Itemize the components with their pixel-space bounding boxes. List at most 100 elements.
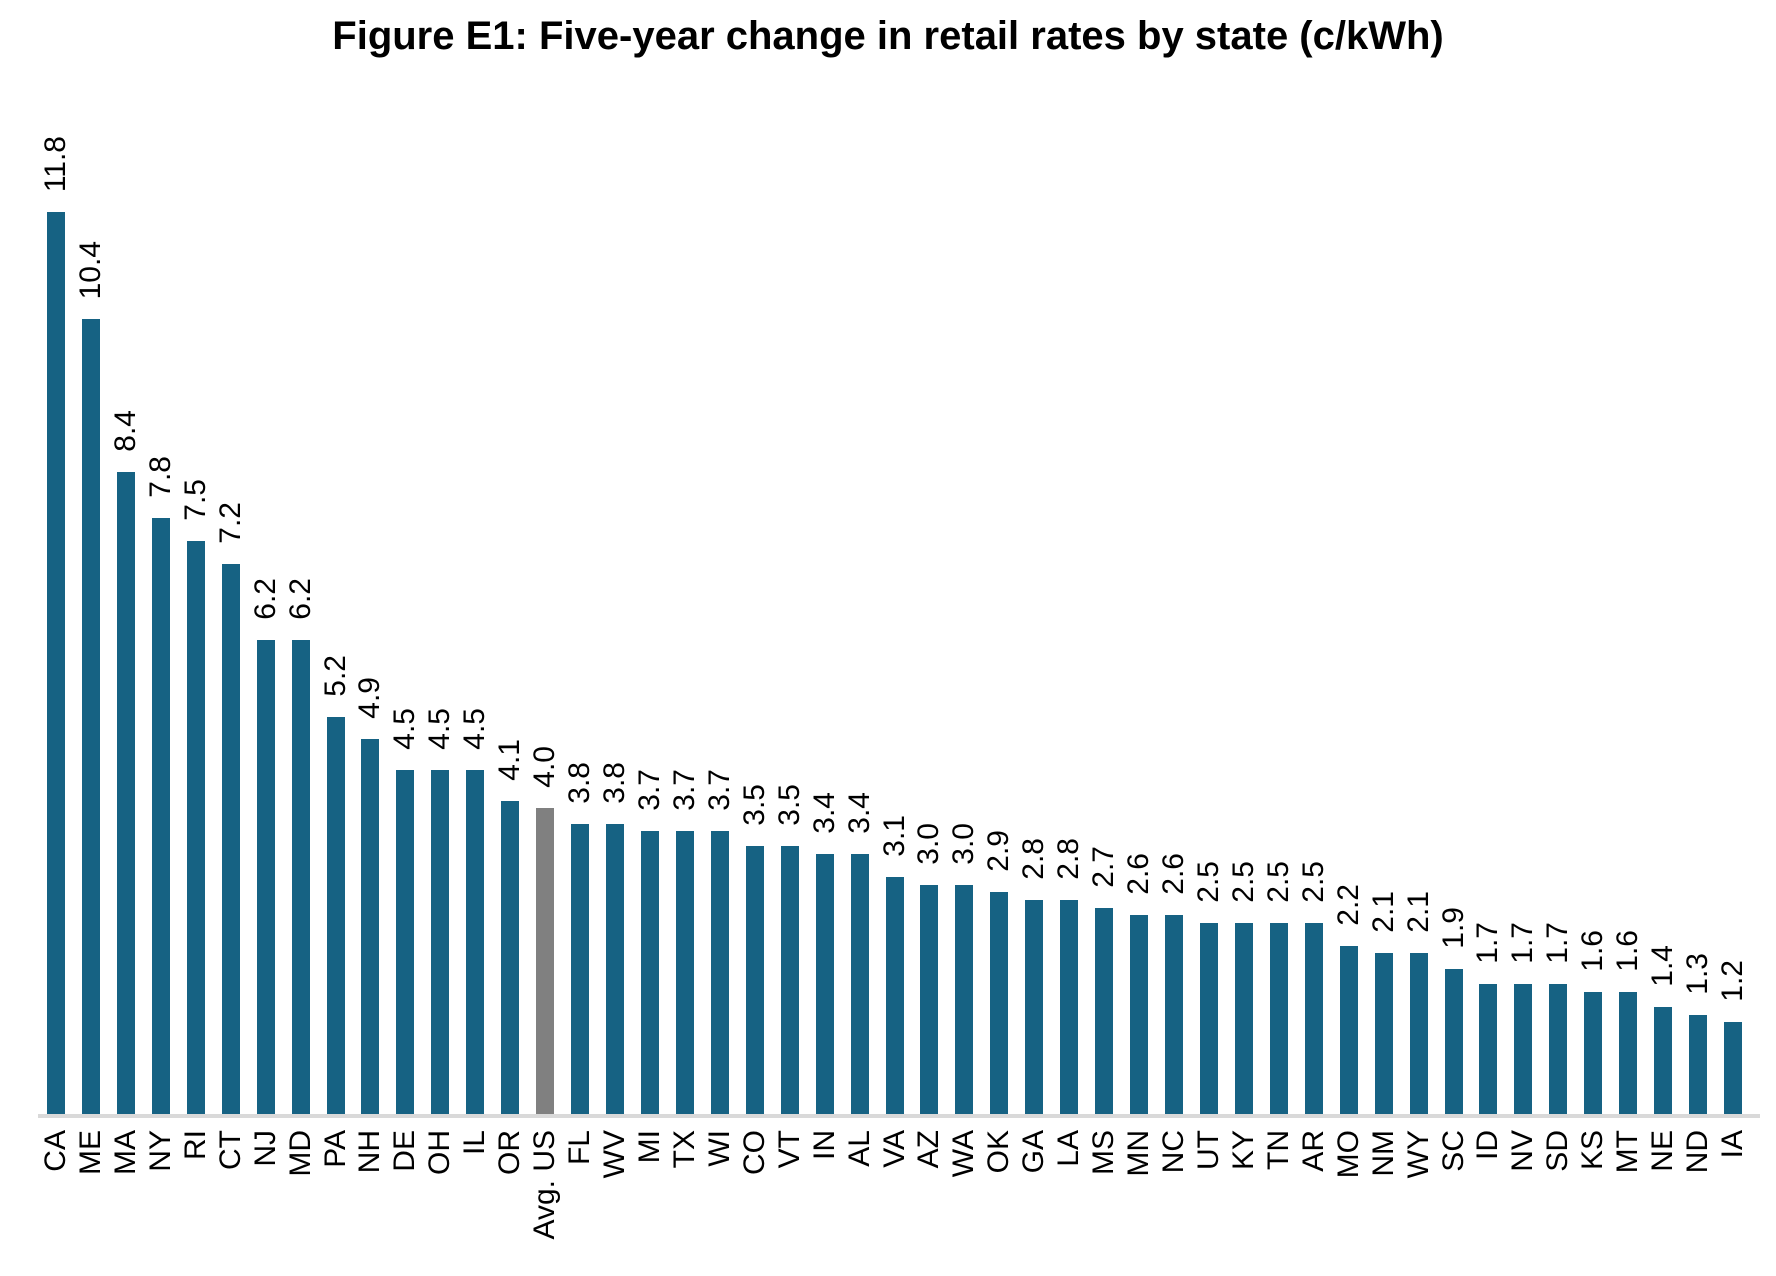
bar-value-label: 2.8 (1052, 838, 1086, 880)
bar-value-label: 2.8 (1017, 838, 1051, 880)
x-axis-tick-label: SD (1541, 1130, 1575, 1172)
bar-column: 2.5 KY (1227, 861, 1260, 1170)
bar-column: 4.5 IL (458, 708, 491, 1155)
x-axis-tick-label: NV (1506, 1130, 1540, 1172)
bar-value-label: 7.8 (143, 456, 177, 498)
x-axis-tick-label: OR (493, 1130, 527, 1175)
bar (990, 892, 1009, 1114)
bar (151, 518, 170, 1114)
bar-value-label: 3.0 (912, 823, 946, 865)
bar-value-label: 2.6 (1157, 853, 1190, 895)
x-axis-tick-label: MA (108, 1130, 142, 1175)
x-axis-tick-label: NM (1366, 1130, 1400, 1177)
bar-column: 4.5 DE (388, 708, 421, 1171)
bar (1409, 953, 1428, 1114)
bar-value-label: 3.5 (737, 784, 771, 826)
x-axis-tick-label: ID (1471, 1130, 1505, 1160)
bar (780, 846, 799, 1114)
bar-value-label: 7.2 (213, 502, 247, 544)
bar-column: 3.0 AZ (912, 823, 945, 1168)
bar-column: 3.8 FL (563, 762, 596, 1165)
bar-column: 3.7 MI (633, 769, 666, 1163)
x-axis-tick-label: ME (73, 1130, 107, 1175)
bar-column: 1.4 NE (1646, 945, 1679, 1171)
bar (396, 770, 415, 1114)
bar-column: 2.1 WY (1402, 891, 1435, 1178)
bar (431, 770, 450, 1114)
bar-value-label: 2.5 (1261, 861, 1295, 903)
bar-value-label: 2.1 (1401, 891, 1435, 933)
bar-value-label: 3.4 (842, 792, 876, 834)
x-axis-tick-label: PA (318, 1130, 352, 1168)
x-axis-tick-label: AR (1296, 1130, 1330, 1172)
bar-column: 3.5 CO (738, 784, 771, 1175)
x-axis-tick-label: TN (1261, 1130, 1295, 1170)
bar-value-label: 4.5 (423, 708, 457, 750)
bar (1584, 992, 1603, 1114)
bar-value-label: 4.9 (353, 677, 387, 719)
bar-value-label: 1.2 (1716, 960, 1749, 1002)
x-axis-tick-label: AZ (912, 1130, 946, 1169)
bar-column: 3.7 WI (703, 769, 736, 1166)
bar-column: 5.2 PA (319, 655, 352, 1168)
bar (1304, 923, 1323, 1114)
chart-title: Figure E1: Five-year change in retail ra… (332, 14, 1444, 58)
bar-column: 1.2 IA (1716, 960, 1749, 1158)
x-axis-tick-label: LA (1052, 1130, 1086, 1167)
x-axis-tick-label: CA (39, 1130, 72, 1172)
x-axis-tick-label: OK (982, 1130, 1016, 1174)
x-axis-tick-label: KS (1576, 1130, 1610, 1171)
bar-value-label: 3.7 (702, 769, 736, 811)
bar-column: 3.4 IN (808, 792, 841, 1160)
bar (1025, 900, 1044, 1114)
x-axis-tick-label: MS (1087, 1130, 1121, 1175)
x-axis-tick-label: WV (598, 1130, 631, 1179)
bar (1165, 915, 1183, 1114)
x-axis-tick-label: MI (632, 1130, 666, 1164)
bar-value-label: 2.1 (1366, 891, 1400, 933)
bar-value-label: 3.1 (877, 815, 911, 857)
x-axis-tick-label: WY (1401, 1130, 1435, 1179)
bar (256, 640, 275, 1114)
x-axis-tick-label: Avg. US (528, 1130, 562, 1240)
bar-value-label: 1.4 (1646, 945, 1680, 987)
bar (47, 212, 65, 1114)
bar (850, 854, 869, 1114)
bar (1549, 984, 1568, 1114)
bar-column: 7.8 NY (144, 456, 177, 1171)
bar-value-label: 3.7 (632, 769, 666, 811)
bar (291, 640, 310, 1114)
bar-value-label: 7.5 (178, 479, 212, 521)
bar-value-label: 1.7 (1541, 922, 1575, 964)
bar-value-label: 1.9 (1436, 907, 1470, 949)
bar-value-label: 1.7 (1506, 922, 1540, 964)
bar-value-label: 6.2 (248, 578, 282, 620)
x-axis-tick-label: NH (353, 1130, 387, 1174)
bar (1724, 1022, 1742, 1114)
bar-value-label: 10.4 (73, 240, 107, 299)
bar (1060, 900, 1079, 1114)
bar-value-label: 4.0 (528, 746, 562, 788)
bar-value-label: 2.5 (1191, 861, 1225, 903)
bar (326, 717, 345, 1114)
bar (466, 770, 485, 1114)
bar-column: 1.7 ID (1471, 922, 1504, 1160)
x-axis-tick-label: DE (388, 1130, 422, 1172)
x-axis-tick-label: OH (423, 1130, 457, 1175)
x-axis-tick-label: MT (1611, 1130, 1645, 1174)
bar-column: 3.4 AL (843, 792, 876, 1166)
x-axis-tick-label: MN (1122, 1130, 1156, 1177)
bar-column: 2.5 UT (1192, 861, 1225, 1170)
bar (640, 831, 659, 1114)
bar-column: 3.7 TX (668, 769, 701, 1168)
bar-column: 2.1 NM (1367, 891, 1400, 1176)
bar (186, 541, 205, 1114)
bar-column: 10.4 ME (74, 241, 107, 1175)
x-axis-tick-label: TX (667, 1130, 701, 1169)
bar-value-label: 1.6 (1576, 930, 1610, 972)
bar-column: 1.7 NV (1506, 922, 1539, 1171)
bar (920, 885, 939, 1114)
bar-value-label: 11.8 (39, 135, 72, 192)
bar-column: 1.6 KS (1576, 930, 1609, 1170)
bar (1689, 1015, 1708, 1114)
